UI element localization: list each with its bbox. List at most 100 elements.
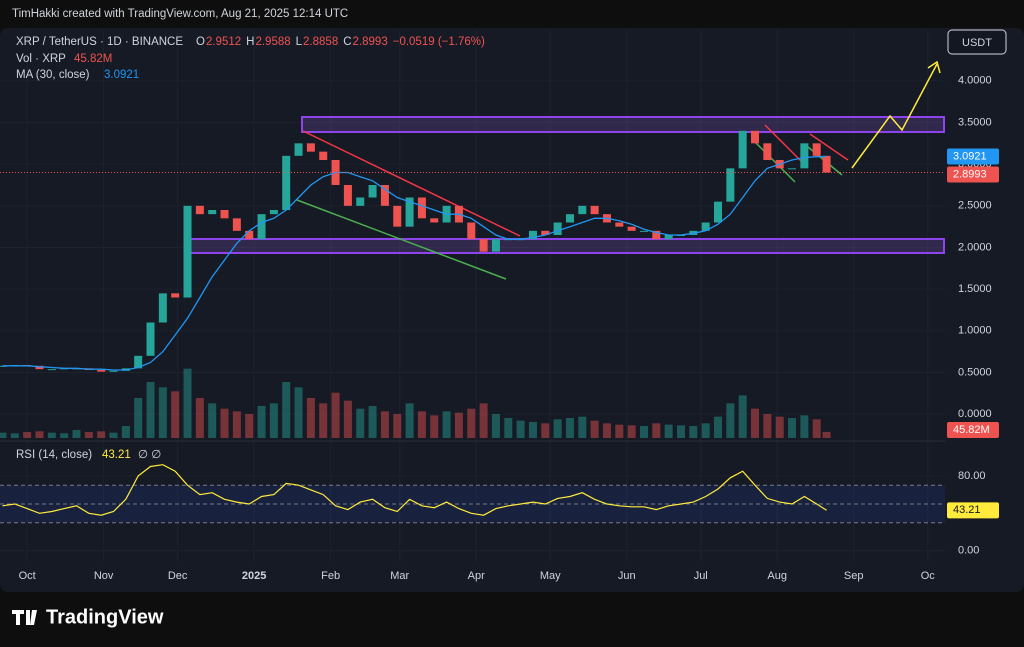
candle <box>109 370 118 372</box>
volume-bar <box>615 424 624 438</box>
ohlc-value: 2.9588 <box>255 36 290 48</box>
candle <box>220 210 229 219</box>
volume-bar <box>627 425 636 438</box>
volume-bar <box>602 423 611 438</box>
volume-bar <box>368 406 377 438</box>
candle <box>368 185 377 198</box>
volume-bar <box>72 430 81 438</box>
x-tick-label: Apr <box>468 570 485 582</box>
volume-bar <box>442 411 451 438</box>
volume-bar <box>565 418 574 438</box>
volume-bar <box>639 426 648 438</box>
volume-bar <box>380 411 389 438</box>
support-zone <box>186 238 945 254</box>
vol-legend-value: 45.82M <box>74 53 112 65</box>
volume-bar <box>714 416 723 438</box>
candle <box>171 293 180 298</box>
volume-bar <box>158 387 167 438</box>
ma-line <box>2 155 827 371</box>
volume-bar <box>467 408 476 438</box>
vol-legend: Vol · XRP <box>16 53 66 65</box>
change-value: −0.0519 (−1.76%) <box>393 36 485 48</box>
ma-tag-label: 3.0921 <box>953 150 987 162</box>
volume-bar <box>788 418 797 438</box>
volume-bar <box>454 412 463 438</box>
projection-arrow <box>851 63 938 169</box>
y-tick-label: 4.0000 <box>958 75 992 87</box>
candle <box>245 230 254 240</box>
rsi-legend-symbols: ∅ ∅ <box>138 449 161 461</box>
volume-bar <box>171 391 180 438</box>
volume-bar <box>10 433 19 438</box>
x-tick-label: Oc <box>921 570 936 582</box>
volume-bar <box>269 403 278 438</box>
volume-bar <box>183 368 192 438</box>
candle <box>491 239 500 252</box>
candle <box>615 222 624 227</box>
volume-bar <box>294 387 303 438</box>
candle <box>257 214 266 240</box>
volume-bar <box>800 415 809 438</box>
candle <box>738 130 747 169</box>
volume-bar <box>664 424 673 438</box>
rsi-tick-label: 80.00 <box>958 470 986 482</box>
ma-tag <box>947 148 999 165</box>
candle <box>578 205 587 215</box>
footer <box>0 592 1024 647</box>
price-tag-label: 2.8993 <box>953 168 987 180</box>
candle <box>282 155 291 210</box>
x-tick-label: Mar <box>390 570 409 582</box>
volume-bar <box>306 398 315 438</box>
volume-bar <box>343 400 352 438</box>
volume-bar <box>208 403 217 438</box>
volume-bar <box>751 408 760 438</box>
ohlc-value: 2.9512 <box>206 36 241 48</box>
x-tick-label: 2025 <box>242 570 266 582</box>
candle <box>714 201 723 223</box>
candle <box>208 210 217 215</box>
candle <box>158 293 167 323</box>
rsi-line <box>2 464 827 516</box>
volume-bar <box>479 403 488 438</box>
volume-bar <box>60 433 69 438</box>
volume-bar <box>430 415 439 438</box>
y-tick-label: 3.5000 <box>958 116 992 128</box>
ma-legend-value: 3.0921 <box>104 69 139 81</box>
x-tick-label: Feb <box>321 570 340 582</box>
x-tick-label: Nov <box>94 570 114 582</box>
volume-bar <box>356 408 365 438</box>
candle <box>639 230 648 232</box>
volume-bar <box>701 423 710 438</box>
volume-bar <box>652 423 661 438</box>
candle <box>47 369 56 371</box>
candle <box>751 130 760 144</box>
candle <box>405 197 414 227</box>
x-tick-label: Sep <box>844 570 864 582</box>
candle <box>664 235 673 240</box>
x-tick-label: Aug <box>767 570 787 582</box>
candle <box>35 365 44 370</box>
ohlc-value: 2.8993 <box>353 36 388 48</box>
rsi-tag-label: 43.21 <box>953 504 981 516</box>
candle <box>380 185 389 206</box>
volume-bar <box>134 398 143 438</box>
candle <box>343 185 352 206</box>
currency-label[interactable]: USDT <box>962 37 992 49</box>
candle <box>134 355 143 369</box>
currency-button[interactable] <box>947 29 1007 55</box>
y-tick-label: 1.5000 <box>958 283 992 295</box>
volume-bar <box>689 426 698 438</box>
candle <box>417 197 426 219</box>
volume-bar <box>232 411 241 438</box>
ohlc-key: H <box>246 36 254 48</box>
candle <box>553 222 562 235</box>
volume-bar <box>220 408 229 438</box>
volume-bar <box>195 398 204 438</box>
candle <box>528 230 537 240</box>
candle <box>763 143 772 160</box>
candle <box>183 205 192 298</box>
volume-bar <box>528 422 537 438</box>
candle <box>652 230 661 240</box>
volume-bar <box>84 432 93 438</box>
